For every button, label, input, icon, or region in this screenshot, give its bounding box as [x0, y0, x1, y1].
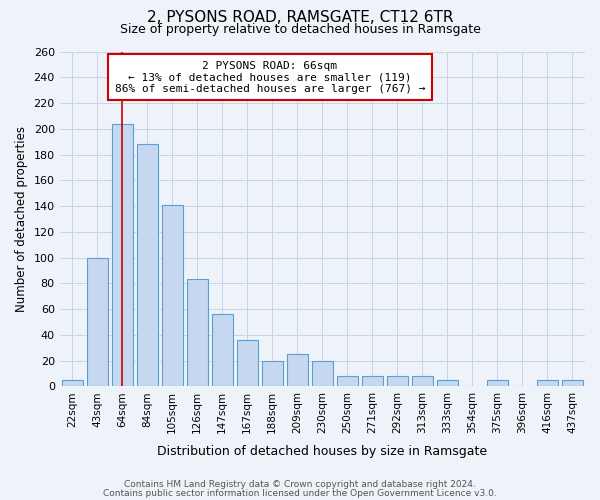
Bar — [236, 340, 258, 386]
Text: 2, PYSONS ROAD, RAMSGATE, CT12 6TR: 2, PYSONS ROAD, RAMSGATE, CT12 6TR — [147, 10, 453, 25]
Y-axis label: Number of detached properties: Number of detached properties — [15, 126, 28, 312]
Bar — [137, 144, 158, 386]
Bar — [337, 376, 358, 386]
Bar — [187, 280, 208, 386]
Text: Contains public sector information licensed under the Open Government Licence v3: Contains public sector information licen… — [103, 488, 497, 498]
X-axis label: Distribution of detached houses by size in Ramsgate: Distribution of detached houses by size … — [157, 444, 487, 458]
Bar — [212, 314, 233, 386]
Bar — [112, 124, 133, 386]
Bar — [437, 380, 458, 386]
Bar — [86, 258, 108, 386]
Bar — [161, 205, 183, 386]
Bar — [412, 376, 433, 386]
Bar — [287, 354, 308, 386]
Text: Contains HM Land Registry data © Crown copyright and database right 2024.: Contains HM Land Registry data © Crown c… — [124, 480, 476, 489]
Text: Size of property relative to detached houses in Ramsgate: Size of property relative to detached ho… — [119, 22, 481, 36]
Text: 2 PYSONS ROAD: 66sqm
← 13% of detached houses are smaller (119)
86% of semi-deta: 2 PYSONS ROAD: 66sqm ← 13% of detached h… — [115, 60, 425, 94]
Bar — [62, 380, 83, 386]
Bar — [487, 380, 508, 386]
Bar — [562, 380, 583, 386]
Bar — [537, 380, 558, 386]
Bar — [362, 376, 383, 386]
Bar — [262, 360, 283, 386]
Bar — [387, 376, 408, 386]
Bar — [312, 360, 333, 386]
